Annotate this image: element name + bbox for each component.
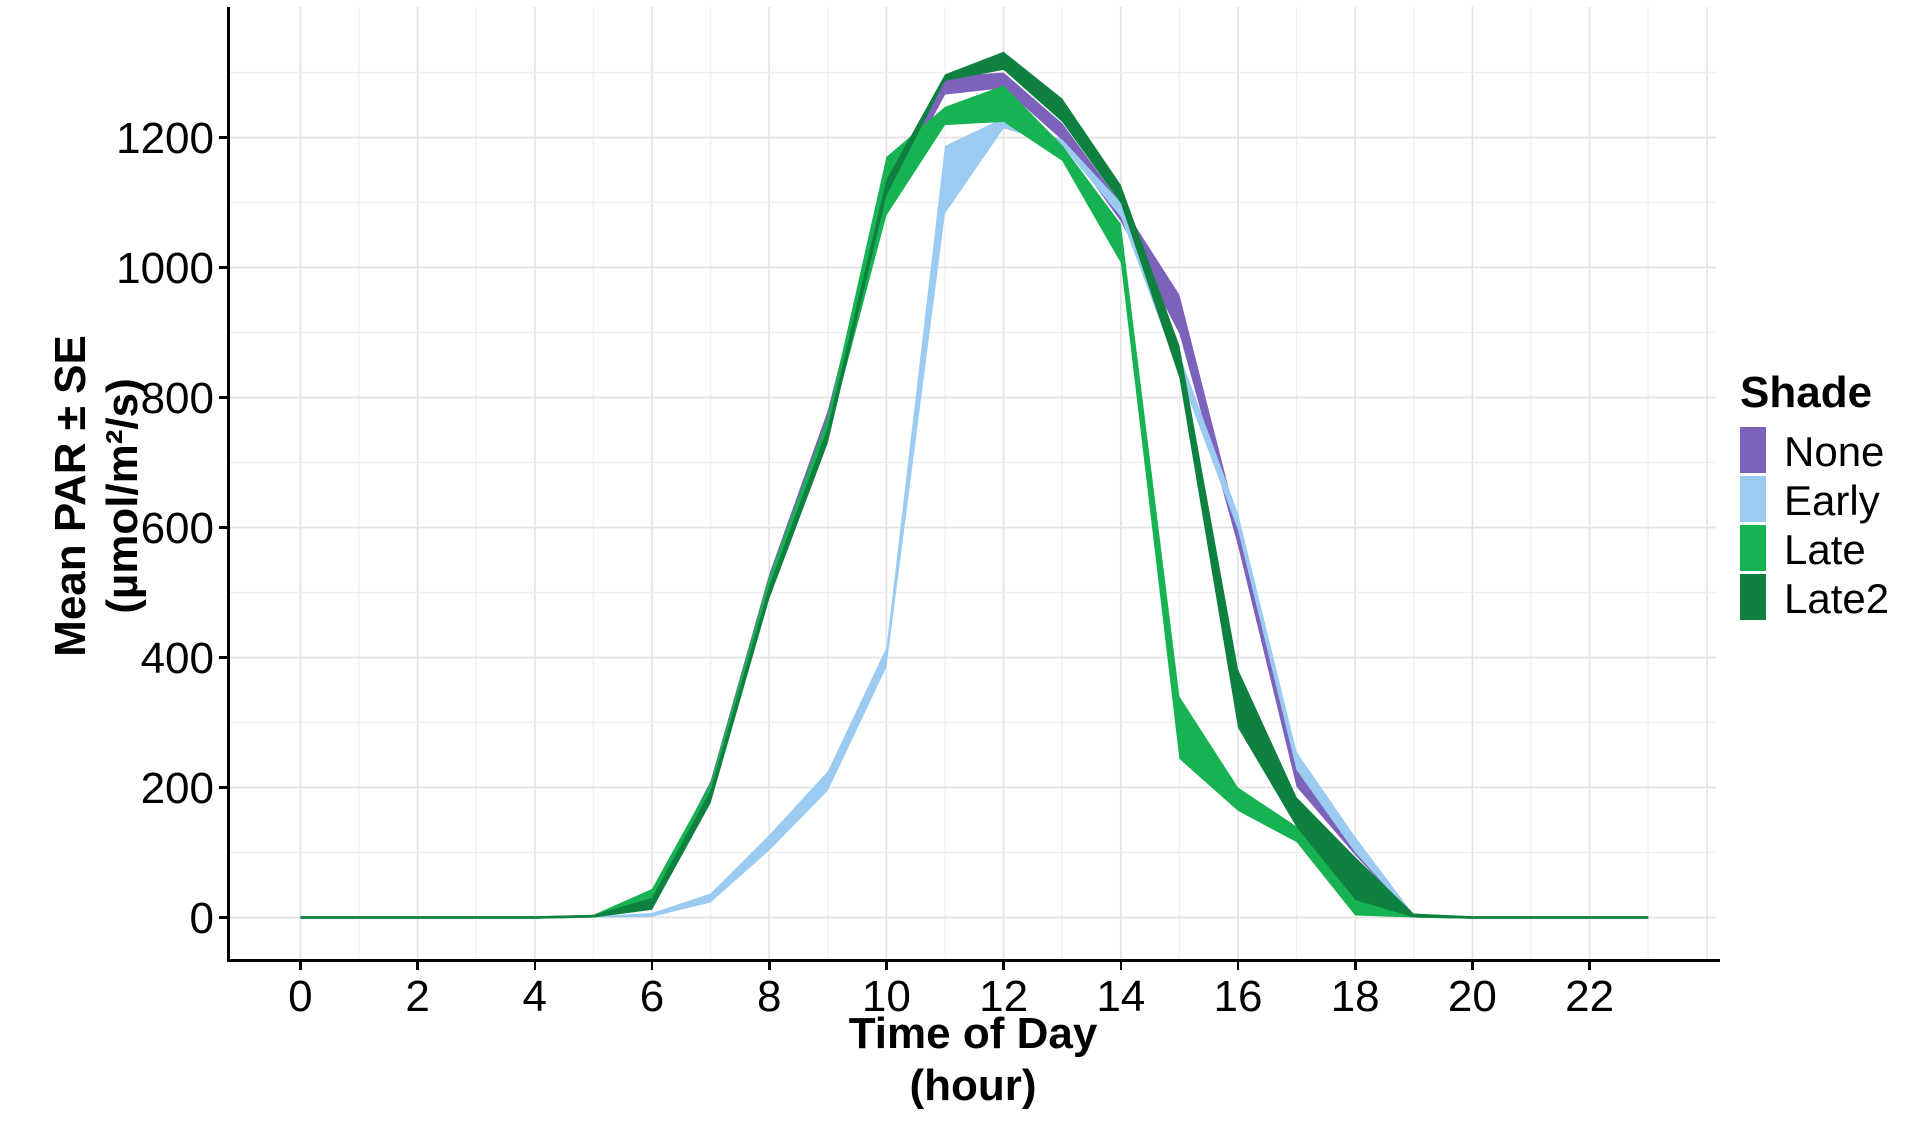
y-axis-title-line2: (µmol/m²/s) — [98, 378, 147, 614]
y-tick-label-200: 200 — [140, 763, 214, 813]
x-tick-label-2: 2 — [405, 972, 430, 1021]
x-tick-mark-16 — [1236, 962, 1240, 970]
x-tick-mark-4 — [533, 962, 537, 970]
legend-item-none: None — [1738, 426, 1884, 475]
x-tick-mark-10 — [885, 962, 888, 970]
ribbon-none — [300, 72, 1649, 919]
legend-title: Shade — [1740, 368, 1873, 417]
x-tick-mark-2 — [416, 962, 419, 970]
x-tick-mark-20 — [1471, 962, 1474, 970]
x-tick-mark-8 — [768, 962, 771, 970]
x-tick-label-22: 22 — [1565, 972, 1615, 1021]
x-tick-label-20: 20 — [1447, 972, 1497, 1021]
y-tick-label-400: 400 — [140, 633, 214, 683]
y-tick-label-800: 800 — [140, 373, 214, 423]
legend-swatch-early — [1740, 476, 1766, 522]
legend-swatch-none — [1740, 427, 1766, 473]
y-tick-mark-0 — [219, 916, 227, 919]
y-tick-label-1000: 1000 — [116, 243, 214, 293]
legend-label-early: Early — [1784, 477, 1880, 524]
x-tick-label-12: 12 — [979, 972, 1029, 1021]
y-tick-mark-1000 — [219, 266, 227, 269]
ribbon-late — [300, 85, 1649, 919]
legend-swatch-late2 — [1740, 574, 1766, 620]
legend-label-late2: Late2 — [1784, 575, 1890, 622]
legend: Shade None Early Late Late2 — [1738, 368, 1889, 622]
legend-items: None Early Late Late2 — [1738, 426, 1889, 622]
legend-label-none: None — [1784, 428, 1885, 475]
x-tick-label-8: 8 — [756, 972, 782, 1021]
x-tick-mark-0 — [299, 962, 302, 970]
legend-item-late: Late — [1738, 524, 1872, 573]
y-axis-line — [227, 7, 230, 961]
legend-item-late2: Late2 — [1738, 573, 1889, 622]
x-tick-label-0: 0 — [288, 972, 313, 1021]
y-tick-mark-600 — [219, 526, 227, 529]
y-axis-title: Mean PAR ± SE (µmol/m²/s) — [45, 0, 149, 996]
x-tick-label-16: 16 — [1213, 972, 1263, 1021]
x-tick-label-6: 6 — [639, 972, 665, 1021]
y-tick-mark-200 — [219, 786, 227, 789]
y-tick-mark-800 — [219, 396, 227, 399]
x-tick-label-4: 4 — [522, 972, 548, 1021]
x-axis-title: Time of Day (hour) — [573, 1008, 1373, 1112]
x-axis-line — [227, 959, 1720, 962]
y-tick-mark-400 — [219, 656, 227, 659]
legend-swatch-late — [1740, 525, 1766, 571]
x-tick-mark-18 — [1354, 962, 1357, 970]
x-tick-mark-6 — [650, 962, 654, 970]
plot-panel — [230, 7, 1716, 961]
x-tick-label-14: 14 — [1096, 972, 1146, 1021]
x-tick-mark-22 — [1588, 962, 1591, 970]
ribbon-chart-canvas — [230, 7, 1716, 961]
x-tick-mark-14 — [1119, 962, 1123, 970]
y-tick-label-1200: 1200 — [116, 113, 214, 163]
x-axis-title-line2: (hour) — [909, 1061, 1037, 1110]
x-tick-label-18: 18 — [1330, 972, 1380, 1021]
y-tick-label-600: 600 — [140, 503, 214, 553]
legend-item-early: Early — [1738, 475, 1880, 524]
x-axis-title-line1: Time of Day — [848, 1009, 1098, 1058]
y-tick-mark-1200 — [219, 136, 227, 139]
ribbon-early — [300, 118, 1649, 919]
x-tick-mark-12 — [1002, 962, 1005, 970]
ribbon-late2 — [300, 51, 1649, 919]
x-tick-label-10: 10 — [861, 972, 911, 1021]
y-axis-title-line1: Mean PAR ± SE — [46, 335, 95, 657]
y-tick-label-0: 0 — [189, 893, 214, 943]
legend-label-late: Late — [1784, 526, 1866, 573]
